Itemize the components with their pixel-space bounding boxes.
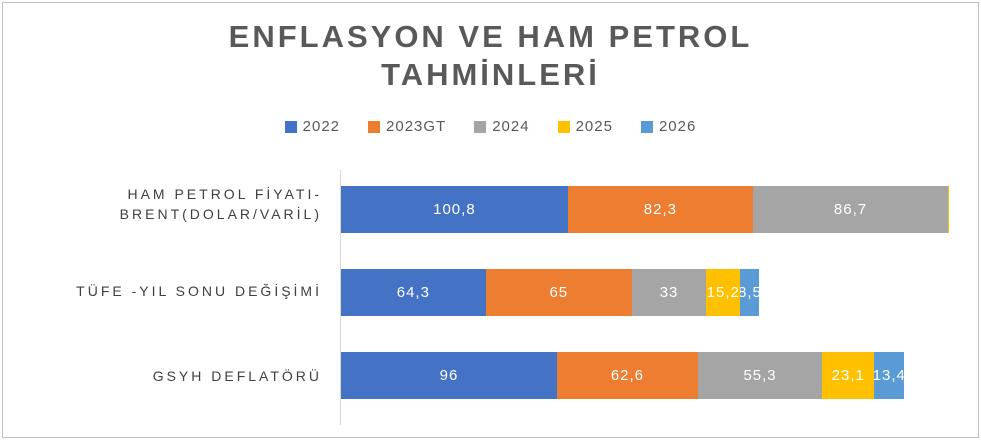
category-label-line-1: TÜFE -YIL SONU DEĞİŞİMİ bbox=[76, 283, 322, 299]
legend-label: 2026 bbox=[658, 118, 697, 135]
data-label: 82,3 bbox=[643, 201, 677, 218]
data-label: 65 bbox=[549, 284, 569, 301]
bar-segment-2026: 13,4 bbox=[874, 352, 905, 399]
bar-row-2: 96 62,6 55,3 23,1 13,4 bbox=[341, 352, 949, 399]
category-label-line-2: BRENT(DOLAR/VARİL) bbox=[119, 206, 322, 222]
chart-title-line-2: TAHMİNLERİ bbox=[381, 57, 600, 92]
bar-segment-2026: 8,5 bbox=[740, 269, 760, 316]
data-label: 64,3 bbox=[396, 284, 430, 301]
data-label: 15,2 bbox=[706, 284, 740, 301]
data-label: 33 bbox=[659, 284, 679, 301]
legend-item-2024: 2024 bbox=[474, 118, 529, 135]
bar-row-0: 100,882,386,785,984,9 bbox=[341, 186, 949, 233]
legend-label: 2025 bbox=[575, 118, 613, 135]
category-label-line-1: HAM PETROL FİYATI- bbox=[127, 186, 322, 202]
data-label: 86,7 bbox=[833, 201, 868, 218]
bar-segment-2023gt: 65 bbox=[485, 269, 632, 316]
data-label: 23,1 bbox=[831, 367, 865, 384]
legend-label: 2023GT bbox=[386, 118, 447, 135]
chart-title: ENFLASYON VE HAM PETROL TAHMİNLERİ bbox=[0, 18, 981, 94]
data-label: 8,5 bbox=[740, 284, 760, 301]
chart-title-line-1: ENFLASYON VE HAM PETROL bbox=[228, 19, 753, 54]
legend-label: 2022 bbox=[302, 118, 341, 135]
category-label-gsyh: GSYH DEFLATÖRÜ bbox=[153, 366, 322, 386]
category-axis-line bbox=[340, 170, 341, 425]
bar-segment-2022: 100,8 bbox=[341, 186, 568, 233]
data-label: 96 bbox=[439, 367, 459, 384]
category-label-line-1: GSYH DEFLATÖRÜ bbox=[152, 368, 322, 384]
bar-segment-2022: 64,3 bbox=[341, 269, 486, 316]
category-label-tufe: TÜFE -YIL SONU DEĞİŞİMİ bbox=[76, 281, 322, 301]
bar-row-1: 64,3 65 33 15,2 8,5 bbox=[341, 269, 949, 316]
legend-item-2022: 2022 bbox=[284, 118, 341, 135]
bar-segment-2025: 23,1 bbox=[822, 352, 875, 399]
bar-segment-2023gt: 62,6 bbox=[557, 352, 698, 399]
data-label: 55,3 bbox=[743, 367, 777, 384]
category-label-ham-petrol: HAM PETROL FİYATI- BRENT(DOLAR/VARİL) bbox=[120, 184, 322, 224]
legend-item-2023gt: 2023GT bbox=[368, 118, 446, 135]
legend-label: 2024 bbox=[492, 118, 530, 135]
bar-segment-2024: 55,3 bbox=[697, 352, 823, 399]
bar-segment-2025: 85,9 bbox=[948, 186, 949, 233]
legend-swatch bbox=[474, 120, 487, 133]
data-label: 62,6 bbox=[610, 367, 645, 384]
bar-segment-2024: 86,7 bbox=[752, 186, 949, 233]
legend-swatch bbox=[640, 120, 653, 133]
bar-segment-2025: 15,2 bbox=[706, 269, 741, 316]
bar-segment-2024: 33 bbox=[631, 269, 707, 316]
bar-segment-2022: 96 bbox=[341, 352, 557, 399]
bar-segment-2023gt: 82,3 bbox=[567, 186, 753, 233]
legend-swatch bbox=[557, 120, 570, 133]
data-label: 100,8 bbox=[433, 201, 476, 218]
legend-swatch bbox=[368, 120, 381, 133]
chart-legend: 2022 2023GT 2024 2025 2026 bbox=[0, 118, 981, 135]
legend-swatch bbox=[284, 120, 297, 133]
legend-item-2026: 2026 bbox=[640, 118, 697, 135]
legend-item-2025: 2025 bbox=[557, 118, 613, 135]
data-label: 13,4 bbox=[874, 367, 905, 384]
